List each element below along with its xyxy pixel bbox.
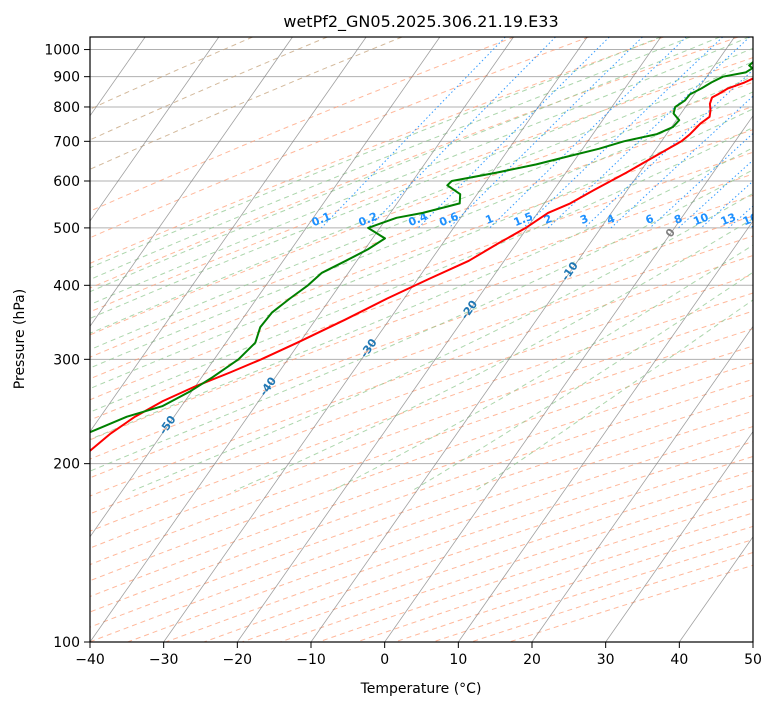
- dry-adiabat: [90, 345, 753, 582]
- mixing-ratio-label: 1: [484, 212, 496, 227]
- dry-adiabat: [90, 129, 753, 380]
- moist-adiabat: [90, 91, 753, 369]
- dry-adiabat: [90, 57, 753, 313]
- mixing-ratio-line: [489, 37, 687, 229]
- isotherm-line: [679, 536, 753, 642]
- moist-adiabat: [90, 61, 753, 334]
- moist-adiabat: [90, 47, 753, 319]
- y-tick-label: 500: [53, 221, 80, 237]
- x-axis-title: Temperature (°C): [360, 681, 482, 697]
- plot-frame: [89, 36, 754, 643]
- x-tick-label: 40: [670, 652, 688, 668]
- y-tick-label: 300: [53, 352, 80, 368]
- dry-adiabat: [90, 173, 753, 421]
- chart-title: wetPf2_GN05.2025.306.21.19.E33: [283, 12, 558, 32]
- moist-adiabat: [90, 147, 753, 440]
- y-tick-label: 200: [53, 457, 80, 473]
- temperature-profile-line: [90, 77, 753, 453]
- sounding-profiles: [90, 60, 753, 453]
- moist-adiabat: [90, 108, 753, 390]
- isotherm-line: [163, 37, 588, 642]
- mixing-ratio-label: 2: [542, 212, 554, 227]
- mixing-ratio-line: [584, 69, 753, 229]
- mixing-ratio-line: [678, 159, 753, 229]
- dry-adiabat: [90, 292, 753, 532]
- dry-adiabat: [90, 328, 753, 566]
- dry-adiabat: [90, 194, 753, 441]
- isotherm-line: [384, 115, 753, 642]
- moist-adiabat: [90, 37, 750, 306]
- isotherm-line: [90, 37, 441, 538]
- y-tick-label: 600: [53, 174, 80, 190]
- background-lines: [90, 37, 753, 642]
- x-tick-label: 20: [523, 652, 541, 668]
- x-tick-label: 30: [597, 652, 615, 668]
- moist-adiabat: [90, 75, 753, 351]
- moist-adiabat: [411, 271, 753, 492]
- isotherm-line: [90, 37, 367, 433]
- dewpoint-profile-line: [90, 60, 753, 434]
- mixing-ratio-line: [321, 37, 506, 229]
- moist-adiabat: [90, 37, 691, 281]
- moist-adiabat: [132, 192, 753, 492]
- dry-adiabat: [90, 378, 753, 613]
- isotherm-line: [90, 37, 220, 222]
- x-tick-label: −30: [149, 652, 179, 668]
- x-tick-label: 0: [380, 652, 389, 668]
- y-tick-label: 800: [53, 100, 80, 116]
- y-tick-label: 400: [53, 278, 80, 294]
- moist-adiabat: [90, 169, 753, 472]
- moist-adiabat: [90, 126, 753, 413]
- mixing-ratio-line: [367, 37, 556, 229]
- y-tick-label: 100: [53, 635, 80, 651]
- axes: −40 −30 −20 −10 0 10 20 30 40 50 100 200 300 400 500 60…: [44, 43, 762, 668]
- x-tick-label: −20: [223, 652, 253, 668]
- moist-adiabat: [331, 244, 753, 492]
- mixing-ratio-label: 10: [691, 210, 710, 228]
- mixing-ratio-label: 16: [741, 210, 760, 228]
- x-tick-label: 50: [744, 652, 762, 668]
- isotherm-line: [605, 430, 753, 642]
- y-axis-title: Pressure (hPa): [12, 289, 28, 389]
- x-tick-label: −10: [296, 652, 326, 668]
- dry-adiabat: [90, 37, 664, 264]
- y-tick-label: 1000: [44, 43, 80, 59]
- moist-adiabat: [90, 37, 720, 293]
- dry-adiabat: [90, 235, 753, 479]
- y-tick-label: 700: [53, 134, 80, 150]
- dry-adiabat: [90, 37, 589, 239]
- mixing-ratio-label: 13: [719, 211, 738, 229]
- x-tick-label: −40: [75, 652, 105, 668]
- isotherm-line: [310, 37, 735, 642]
- isotherm-line: [237, 37, 662, 642]
- dry-adiabat: [90, 37, 739, 289]
- x-tick-label: 10: [449, 652, 467, 668]
- dry-adiabat: [90, 37, 403, 170]
- dry-adiabat: [90, 151, 753, 401]
- mixing-ratio-label: 8: [672, 212, 684, 227]
- isotherm-line: [90, 37, 293, 327]
- isotherm-line: [531, 325, 753, 642]
- mixing-ratio-label: 3: [578, 212, 590, 227]
- isotherm-line: [458, 220, 753, 642]
- mixing-ratio-line: [523, 37, 724, 229]
- y-tick-label: 900: [53, 70, 80, 86]
- mixing-ratio-line: [417, 37, 610, 229]
